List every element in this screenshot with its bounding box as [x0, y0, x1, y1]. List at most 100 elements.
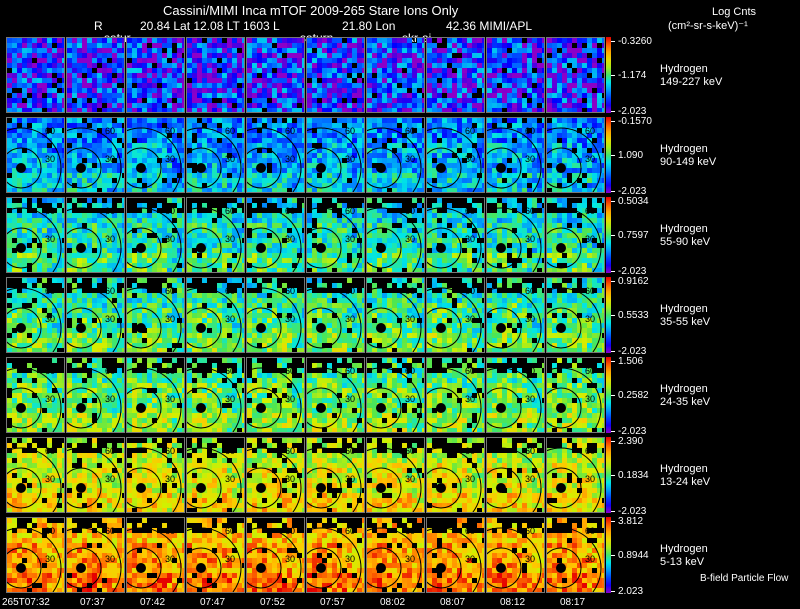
color-bar [606, 37, 611, 113]
image-frame: 30 60 [246, 437, 305, 513]
image-frame: 30 60 [126, 117, 185, 193]
image-frame [426, 37, 485, 113]
frame-image [187, 38, 244, 112]
color-bar-tick [611, 111, 615, 112]
color-bar-tick [611, 41, 615, 42]
time-label: 07:52 [260, 597, 286, 608]
image-frame: 30 60 [546, 357, 605, 433]
time-label: 07:57 [320, 597, 346, 608]
image-frame: 30 60 [246, 197, 305, 273]
image-frame: 30 60 [126, 277, 185, 353]
color-bar-label: 0.2582 [618, 390, 649, 401]
image-grid: 30 60 30 60 30 60 30 60 30 60 30 60 30 60 30 60 30 60 30 60… [6, 37, 606, 597]
frame-image: 30 60 [247, 198, 304, 272]
svg-text:30: 30 [105, 234, 115, 244]
image-frame: 30 60 [66, 197, 125, 273]
svg-text:60: 60 [45, 206, 55, 216]
svg-text:30: 30 [45, 154, 55, 164]
image-frame: 30 60 [366, 357, 425, 433]
image-frame [546, 37, 605, 113]
color-bar-label: 0.5034 [618, 196, 649, 207]
image-frame: 30 60 [426, 437, 485, 513]
color-bar-tick [611, 591, 615, 592]
image-frame: 30 60 [306, 277, 365, 353]
frame-image [367, 38, 424, 112]
energy-range: 24-35 keV [660, 396, 711, 408]
color-bar-tick [611, 475, 615, 476]
energy-range: 35-55 keV [660, 316, 711, 328]
color-bar [606, 357, 611, 433]
svg-text:60: 60 [225, 126, 235, 136]
color-bar-tick [611, 431, 615, 432]
svg-text:30: 30 [525, 154, 535, 164]
image-frame [306, 37, 365, 113]
image-frame: 30 60 [306, 357, 365, 433]
svg-text:30: 30 [465, 154, 475, 164]
image-frame [486, 37, 545, 113]
svg-text:30: 30 [585, 154, 595, 164]
color-bar-tick [611, 235, 615, 236]
color-bar-label: -2.023 [618, 346, 647, 357]
frame-image [7, 38, 64, 112]
time-label: 07:37 [80, 597, 106, 608]
species-name: Hydrogen [660, 383, 708, 395]
color-bar-label: 0.7597 [618, 230, 649, 241]
time-label: 265T07:32 [2, 597, 50, 608]
image-frame: 30 60 [186, 437, 245, 513]
image-frame: 30 60 [186, 517, 245, 593]
image-frame: 30 60 [546, 117, 605, 193]
image-frame: 30 60 [246, 357, 305, 433]
species-label: Hydrogen 5-13 keV [660, 543, 708, 569]
svg-text:60: 60 [285, 206, 295, 216]
image-frame [66, 37, 125, 113]
image-frame: 30 60 [366, 437, 425, 513]
energy-range: 55-90 keV [660, 236, 711, 248]
energy-row: 30 60 30 60 30 60 30 60 30 60 30 60 30 60 30 60 30 60 30 60 [6, 517, 606, 593]
svg-text:30: 30 [285, 234, 295, 244]
svg-text:60: 60 [345, 206, 355, 216]
image-frame: 30 60 [306, 197, 365, 273]
image-frame: 30 60 [306, 437, 365, 513]
color-bar [606, 437, 611, 513]
color-bar-tick [611, 361, 615, 362]
image-frame: 30 60 [246, 517, 305, 593]
image-frame: 30 60 [186, 277, 245, 353]
species-name: Hydrogen [660, 463, 708, 475]
svg-text:60: 60 [405, 126, 415, 136]
image-frame: 30 60 [366, 117, 425, 193]
color-bar-tick [611, 351, 615, 352]
color-bar-tick [611, 191, 615, 192]
color-bar-label: 0.9162 [618, 276, 649, 287]
color-bar-label: -2.023 [618, 506, 647, 517]
color-bar-label: 1.506 [618, 356, 644, 367]
image-frame: 30 60 [546, 277, 605, 353]
image-frame: 30 60 [6, 117, 65, 193]
color-bar-tick [611, 315, 615, 316]
time-label: 07:42 [140, 597, 166, 608]
units-title: Log Cnts [712, 6, 757, 18]
